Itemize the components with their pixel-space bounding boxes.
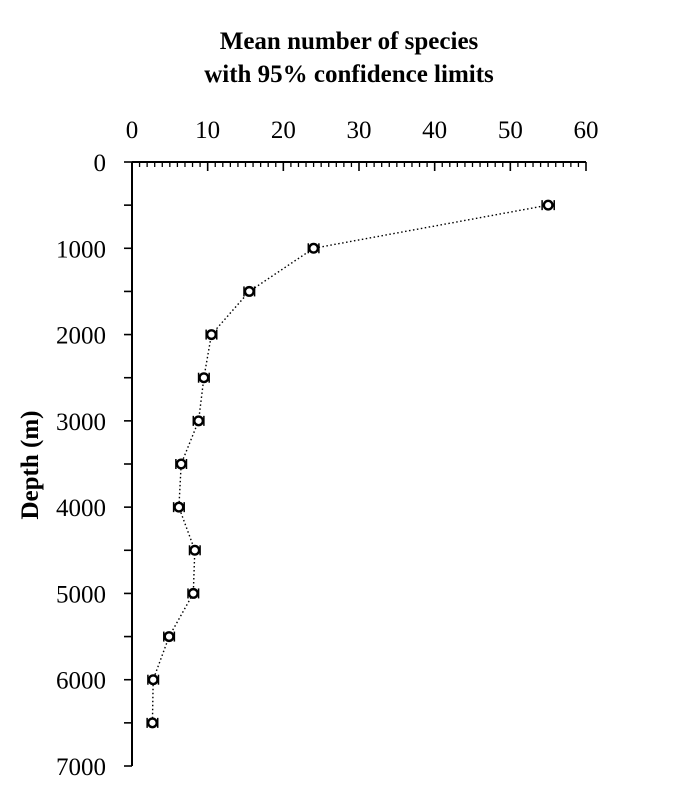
chart-title-line-2: with 95% confidence limits: [204, 61, 494, 88]
chart-title-line-1: Mean number of species: [220, 28, 479, 55]
data-point: [146, 717, 159, 729]
data-point: [188, 544, 201, 556]
y-axis: 0 1000 2000 3000 4000 5000 6000 7000: [56, 150, 133, 781]
data-point: [163, 631, 176, 643]
x-tick-label: 60: [574, 117, 599, 144]
data-point-marker: [163, 631, 175, 643]
x-tick-label: 10: [195, 117, 220, 144]
data-point-marker: [146, 717, 158, 729]
data-point: [205, 329, 218, 341]
y-tick-label: 0: [94, 150, 107, 177]
plot-area: [146, 199, 555, 729]
data-point-marker: [173, 501, 185, 513]
data-point: [172, 501, 185, 513]
y-axis-title: Depth (m): [17, 410, 44, 519]
data-point: [541, 199, 555, 211]
y-tick-label: 1000: [56, 236, 106, 263]
data-point: [192, 415, 205, 427]
data-point-marker: [193, 415, 205, 427]
data-point: [187, 587, 200, 599]
y-tick-label: 4000: [56, 495, 106, 522]
data-point: [243, 285, 256, 297]
data-point-marker: [189, 544, 201, 556]
y-tick-label: 2000: [56, 323, 106, 350]
x-tick-label: 20: [271, 117, 296, 144]
y-tick-label: 3000: [56, 409, 106, 436]
series-line: [151, 204, 549, 723]
data-point-marker: [308, 242, 320, 254]
data-point: [175, 458, 188, 470]
data-point-marker: [542, 199, 554, 211]
y-tick-label: 7000: [56, 754, 106, 781]
x-tick-label: 40: [422, 117, 447, 144]
data-point: [307, 242, 320, 254]
chart-title: Mean number of species with 95% confiden…: [204, 28, 494, 88]
data-point-marker: [147, 674, 159, 686]
data-point-marker: [175, 458, 187, 470]
y-tick-label: 6000: [56, 668, 106, 695]
data-point: [147, 674, 160, 686]
data-point-marker: [243, 285, 255, 297]
data-point: [197, 372, 210, 384]
x-tick-label: 30: [347, 117, 372, 144]
data-point-marker: [187, 587, 199, 599]
x-tick-label: 50: [498, 117, 523, 144]
y-tick-label: 5000: [56, 581, 106, 608]
x-tick-label: 0: [126, 117, 139, 144]
data-point-marker: [198, 372, 210, 384]
x-axis: 0 10 20 30 40 50 60: [126, 117, 599, 171]
data-point-marker: [205, 329, 217, 341]
